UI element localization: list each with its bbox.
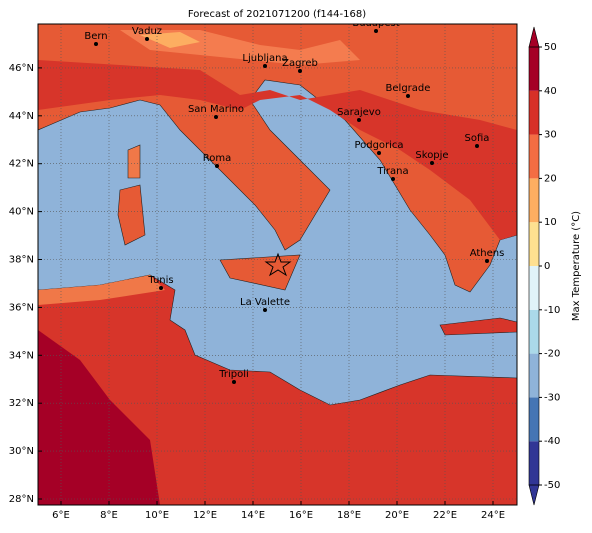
city-dot (263, 308, 267, 312)
city-label: La Valette (240, 297, 290, 308)
colorbar-band (529, 441, 539, 485)
colorbar-tick-label: 20 (544, 173, 557, 184)
colorbar-band (529, 90, 539, 135)
city-dot (94, 42, 98, 46)
y-tick-label: 46°N (9, 63, 34, 74)
hot-zone (38, 330, 160, 505)
grid (38, 24, 517, 505)
colorbar-band (529, 266, 539, 310)
x-tick-label: 16°E (289, 510, 313, 521)
city-label: Tirana (376, 166, 408, 177)
colorbar-band (529, 222, 539, 266)
city-label: Ljubljana (242, 53, 287, 64)
corsica (127, 144, 141, 179)
colorbar: -50 -40 -30 -20 -10 0 10 20 30 40 50 (528, 26, 560, 506)
y-tick-label: 30°N (9, 446, 34, 457)
colorbar-tick-label: 50 (544, 42, 557, 53)
city-label: Roma (203, 153, 232, 164)
cool-zone (140, 32, 200, 48)
x-tick-label: 24°E (481, 510, 505, 521)
city-label: Tripoli (218, 369, 249, 380)
colorbar-tick-label: 10 (544, 217, 557, 228)
city-dot (430, 161, 434, 165)
city-dot (145, 37, 149, 41)
city-dot (232, 380, 236, 384)
star-marker (264, 252, 292, 277)
colorbar-label: Max Temperature (°C) (571, 211, 582, 321)
y-tick-label: 42°N (9, 159, 34, 170)
y-tick-label: 36°N (9, 302, 34, 313)
y-tick-label: 28°N (9, 494, 34, 505)
colorbar-tick-label: -30 (544, 392, 560, 403)
city-label: Tunis (147, 275, 173, 286)
colorbar-tick-label: 0 (544, 261, 550, 272)
colorbar-tick-label: -10 (544, 305, 560, 316)
map-frame (37, 23, 518, 506)
colorbar-band (529, 134, 539, 179)
colorbar-band (529, 353, 539, 398)
x-tick-label: 14°E (241, 510, 265, 521)
city-dot (298, 69, 302, 73)
x-tick-label: 12°E (193, 510, 217, 521)
city-dot (215, 164, 219, 168)
y-tick-label: 32°N (9, 398, 34, 409)
city-dot (214, 115, 218, 119)
city-dot (475, 144, 479, 148)
x-tick-label: 6°E (52, 510, 70, 521)
crete (439, 317, 517, 336)
city-label: Athens (470, 248, 505, 259)
city-label: Zagreb (282, 58, 318, 69)
y-tick-label: 44°N (9, 111, 34, 122)
y-tick-label: 40°N (9, 207, 34, 218)
colorbar-tick-label: -50 (544, 480, 560, 491)
city-dot (391, 177, 395, 181)
x-tick-label: 8°E (100, 510, 118, 521)
city-dot (374, 29, 378, 33)
city-dot (377, 151, 381, 155)
city-label: Podgorica (354, 140, 403, 151)
colorbar-band (529, 47, 539, 91)
x-tick-label: 22°E (433, 510, 457, 521)
colorbar-extend-low (528, 484, 540, 506)
city-dot (159, 286, 163, 290)
city-label: Sarajevo (337, 107, 381, 118)
colorbar-tick-label: -20 (544, 349, 560, 360)
city-label: San Marino (188, 104, 244, 115)
colorbar-band (529, 309, 539, 354)
x-tick-label: 10°E (145, 510, 169, 521)
city-label: Skopje (415, 150, 448, 161)
colorbar-band (529, 397, 539, 442)
sicily (219, 254, 301, 291)
city-label: Vaduz (132, 26, 162, 37)
city-label: Sofia (465, 133, 490, 144)
title: Forecast of 2021071200 (f144-168) (188, 9, 366, 20)
city-label: Belgrade (386, 83, 431, 94)
city-dot (485, 259, 489, 263)
coastal-zone (38, 275, 165, 305)
x-tick-label: 20°E (385, 510, 409, 521)
colorbar-tick-label: -40 (544, 436, 560, 447)
city-dot (406, 94, 410, 98)
y-tick-label: 38°N (9, 255, 34, 266)
city-label: Budapest (352, 18, 399, 29)
city-dot (263, 64, 267, 68)
x-tick-label: 18°E (337, 510, 361, 521)
city-label: Bern (84, 31, 107, 42)
sardinia (117, 184, 146, 246)
colorbar-extend-high (528, 26, 540, 48)
city-dot (357, 118, 361, 122)
colorbar-band (529, 178, 539, 223)
colorbar-tick-label: 30 (544, 130, 557, 141)
y-tick-label: 34°N (9, 350, 34, 361)
colorbar-tick-label: 40 (544, 86, 557, 97)
